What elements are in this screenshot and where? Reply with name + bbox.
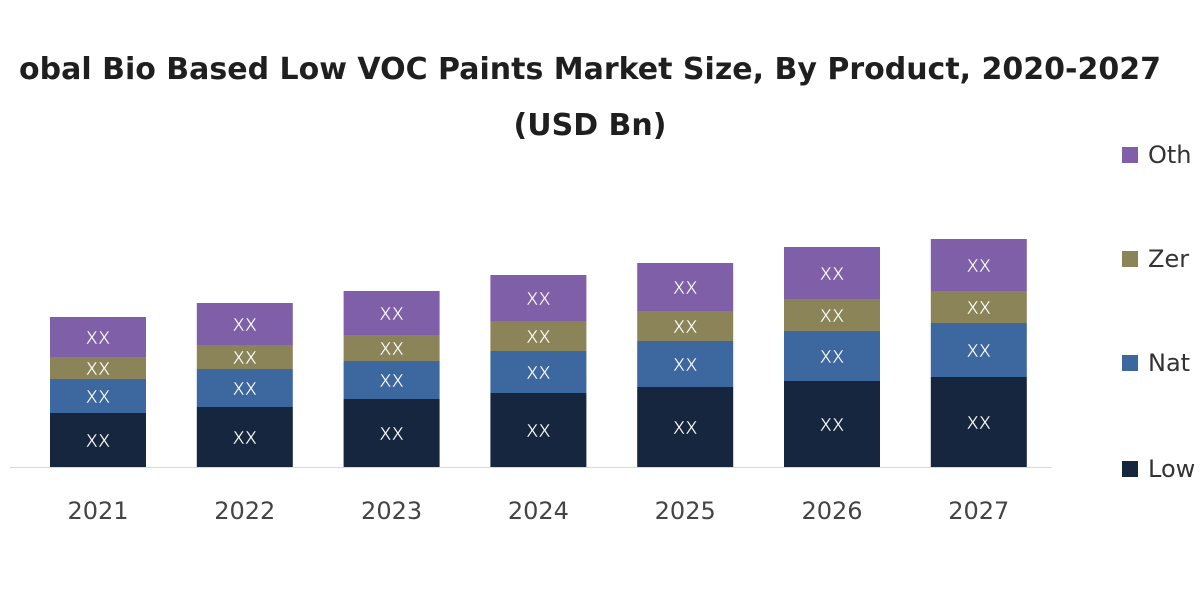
data-label-low: XX bbox=[820, 415, 845, 436]
legend-swatch-zero bbox=[1122, 251, 1138, 267]
bar-segment-other bbox=[784, 247, 880, 299]
x-tick-label: 2022 bbox=[214, 497, 275, 525]
data-label-zero: XX bbox=[673, 317, 698, 338]
bar-segment-low bbox=[784, 381, 880, 467]
data-label-other: XX bbox=[966, 256, 991, 277]
data-label-other: XX bbox=[232, 315, 257, 336]
bar-segment-low bbox=[930, 377, 1027, 467]
data-label-nat: XX bbox=[232, 379, 257, 400]
legend-label-zero: Zer bbox=[1148, 245, 1190, 273]
legend-swatch-low bbox=[1122, 461, 1138, 477]
x-tick-label: 2027 bbox=[948, 497, 1009, 525]
x-tick-label: 2024 bbox=[508, 497, 569, 525]
chart-title: obal Bio Based Low VOC Paints Market Siz… bbox=[19, 52, 1161, 87]
bar-segment-other bbox=[50, 317, 146, 357]
legend-item-zero: Zer bbox=[1122, 244, 1189, 274]
x-tick-label: 2023 bbox=[361, 497, 422, 525]
data-label-low: XX bbox=[526, 421, 551, 442]
bar-segment-other bbox=[490, 275, 587, 321]
chart-subtitle: (USD Bn) bbox=[513, 108, 667, 143]
data-label-nat: XX bbox=[86, 387, 111, 408]
bar-segment-zero bbox=[343, 335, 440, 361]
bar-segment-nat bbox=[930, 323, 1027, 377]
x-tick-label: 2025 bbox=[655, 497, 716, 525]
bar-segment-zero bbox=[196, 345, 293, 369]
bar-segment-nat bbox=[490, 351, 587, 393]
bar-segment-low bbox=[196, 407, 293, 467]
data-label-other: XX bbox=[86, 328, 111, 349]
bar-segment-low bbox=[343, 399, 440, 467]
legend-item-low: Low bbox=[1122, 454, 1195, 484]
data-label-other: XX bbox=[673, 278, 698, 299]
legend-label-low: Low bbox=[1148, 455, 1196, 483]
data-label-nat: XX bbox=[966, 341, 991, 362]
data-label-zero: XX bbox=[232, 348, 257, 369]
legend-swatch-nat bbox=[1122, 355, 1138, 371]
bar-segment-nat bbox=[784, 331, 880, 381]
legend-label-other: Oth bbox=[1148, 141, 1192, 169]
bar-segment-low bbox=[50, 413, 146, 467]
legend-swatch-other bbox=[1122, 147, 1138, 163]
data-label-nat: XX bbox=[673, 355, 698, 376]
bar-segment-zero bbox=[637, 311, 734, 341]
data-label-low: XX bbox=[86, 431, 111, 452]
bar-segment-nat bbox=[50, 379, 146, 413]
data-label-other: XX bbox=[820, 264, 845, 285]
x-tick-label: 2026 bbox=[801, 497, 862, 525]
data-label-zero: XX bbox=[966, 298, 991, 319]
bar-segment-zero bbox=[784, 299, 880, 331]
bar-segment-other bbox=[930, 239, 1027, 291]
bar-segment-nat bbox=[637, 341, 734, 387]
data-label-nat: XX bbox=[526, 363, 551, 384]
legend-item-nat: Nat bbox=[1122, 348, 1190, 378]
data-label-nat: XX bbox=[379, 371, 404, 392]
bar-segment-low bbox=[490, 393, 587, 467]
data-label-zero: XX bbox=[86, 359, 111, 380]
bar-segment-low bbox=[637, 387, 734, 467]
bar-segment-zero bbox=[50, 357, 146, 379]
bar-segment-zero bbox=[490, 321, 587, 351]
data-label-low: XX bbox=[232, 428, 257, 449]
bar-segment-other bbox=[637, 263, 734, 311]
data-label-low: XX bbox=[673, 418, 698, 439]
bar-segment-other bbox=[343, 291, 440, 335]
data-label-low: XX bbox=[966, 413, 991, 434]
data-label-zero: XX bbox=[526, 327, 551, 348]
bar-segment-zero bbox=[930, 291, 1027, 323]
bar-segment-other bbox=[196, 303, 293, 345]
data-label-zero: XX bbox=[379, 339, 404, 360]
data-label-other: XX bbox=[526, 289, 551, 310]
data-label-zero: XX bbox=[820, 306, 845, 327]
bar-segment-nat bbox=[196, 369, 293, 407]
legend-item-other: Oth bbox=[1122, 140, 1192, 170]
bar-segment-nat bbox=[343, 361, 440, 399]
data-label-other: XX bbox=[379, 304, 404, 325]
data-label-nat: XX bbox=[820, 347, 845, 368]
legend-label-nat: Nat bbox=[1148, 349, 1191, 377]
data-label-low: XX bbox=[379, 424, 404, 445]
x-tick-label: 2021 bbox=[67, 497, 128, 525]
